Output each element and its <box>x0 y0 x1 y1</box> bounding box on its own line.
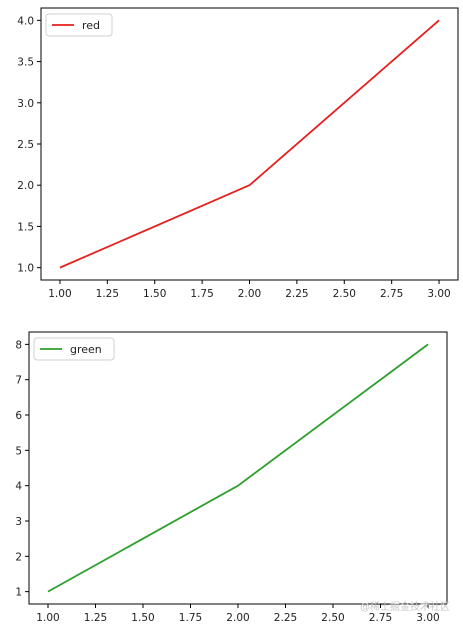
x-tick-label: 2.75 <box>380 288 403 300</box>
y-tick-label: 2.0 <box>17 180 34 192</box>
x-tick-label: 1.50 <box>131 612 154 624</box>
x-tick-label: 1.00 <box>36 612 59 624</box>
y-tick-label: 1.0 <box>17 263 34 275</box>
x-tick-label: 2.50 <box>333 288 356 300</box>
y-tick-label: 1.5 <box>17 221 34 233</box>
x-tick-label: 1.50 <box>143 288 166 300</box>
x-tick-label: 1.75 <box>179 612 202 624</box>
y-tick-label: 3.5 <box>17 57 34 69</box>
y-tick-label: 2 <box>15 551 22 563</box>
x-tick-label: 2.50 <box>321 612 344 624</box>
y-tick-label: 2.5 <box>17 139 34 151</box>
y-tick-label: 7 <box>15 375 22 387</box>
x-tick-label: 2.75 <box>369 612 392 624</box>
axes-frame <box>29 332 447 604</box>
x-tick-label: 1.25 <box>96 288 119 300</box>
y-tick-label: 5 <box>15 445 22 457</box>
y-tick-label: 1 <box>15 587 22 599</box>
x-tick-label: 1.25 <box>84 612 107 624</box>
x-tick-label: 2.00 <box>238 288 261 300</box>
y-tick-label: 6 <box>15 410 22 422</box>
x-tick-label: 3.00 <box>416 612 439 624</box>
y-tick-label: 8 <box>15 339 22 351</box>
x-tick-label: 1.75 <box>190 288 213 300</box>
series-line-green <box>48 344 428 591</box>
x-tick-label: 3.00 <box>427 288 450 300</box>
y-tick-label: 3.0 <box>17 98 34 110</box>
x-tick-label: 2.00 <box>226 612 249 624</box>
y-tick-label: 4 <box>15 481 22 493</box>
legend-label: red <box>82 19 100 32</box>
y-tick-label: 3 <box>15 516 22 528</box>
x-tick-label: 2.25 <box>285 288 308 300</box>
axes-frame <box>41 8 458 280</box>
watermark: @稀土掘金技术社区 <box>360 598 450 613</box>
chart-1: 1.00 1.25 1.50 1.75 2.00 2.25 2.50 2.75 3.00 1.0 1… <box>17 8 458 300</box>
y-tick-label: 4.0 <box>17 15 34 27</box>
x-tick-label: 1.00 <box>48 288 71 300</box>
legend-label: green <box>70 343 102 356</box>
series-line-red <box>60 20 439 267</box>
chart-2: 1.00 1.25 1.50 1.75 2.00 2.25 2.50 2.75 3.00 1 2 3 4… <box>15 332 447 624</box>
x-tick-label: 2.25 <box>274 612 297 624</box>
